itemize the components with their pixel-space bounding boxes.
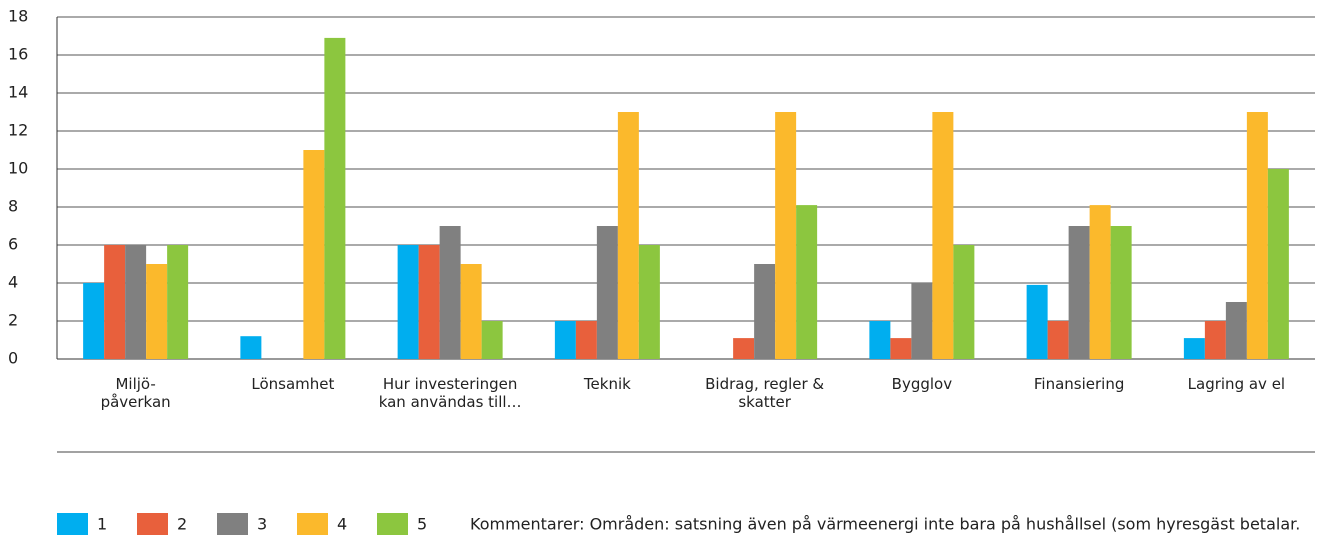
bar xyxy=(554,321,576,359)
bar xyxy=(303,150,325,359)
bar xyxy=(1110,226,1132,359)
bar xyxy=(1267,169,1289,359)
y-tick-label: 12 xyxy=(8,121,28,140)
x-tick-label: Teknik xyxy=(583,375,631,393)
bar xyxy=(146,264,168,359)
legend-swatch xyxy=(297,513,328,535)
bar xyxy=(911,283,933,359)
x-tick-label: Bygglov xyxy=(891,375,953,393)
y-tick-label: 14 xyxy=(8,83,28,102)
bar xyxy=(324,37,346,360)
x-tick-label: Hur investeringen kan användas till… xyxy=(378,375,522,411)
bar xyxy=(575,321,597,359)
y-tick-label: 2 xyxy=(8,311,18,330)
y-tick-label: 4 xyxy=(8,273,18,292)
bar xyxy=(1089,205,1111,359)
x-tick-label: Miljö- påverkan xyxy=(100,375,171,411)
bar xyxy=(1183,338,1205,359)
x-tick-label: Lönsamhet xyxy=(251,375,335,393)
bar xyxy=(1225,302,1247,359)
bar xyxy=(1047,321,1069,359)
bar xyxy=(418,245,440,359)
bar xyxy=(104,245,126,359)
legend-swatch xyxy=(377,513,408,535)
legend-label: 3 xyxy=(257,515,267,534)
legend-label: 2 xyxy=(177,515,187,534)
legend-label: 4 xyxy=(337,515,347,534)
bar xyxy=(397,245,419,359)
legend-label: 1 xyxy=(97,515,107,534)
bar xyxy=(460,264,482,359)
x-tick-label: Lagring av el xyxy=(1187,375,1286,393)
y-tick-label: 18 xyxy=(8,7,28,26)
bar xyxy=(167,245,189,359)
bar xyxy=(439,226,461,359)
bar xyxy=(796,205,818,359)
bar xyxy=(617,112,639,359)
bar xyxy=(240,336,262,359)
bar xyxy=(1204,321,1226,359)
legend-swatch xyxy=(137,513,168,535)
bar xyxy=(953,245,975,359)
bar xyxy=(869,321,891,359)
x-tick-label: Finansiering xyxy=(1033,375,1125,393)
bar xyxy=(596,226,618,359)
y-tick-label: 16 xyxy=(8,45,28,64)
annotation: Kommentarer: Områden: satsning även på v… xyxy=(470,515,1300,534)
bar xyxy=(1068,226,1090,359)
bar xyxy=(125,245,147,359)
bar xyxy=(481,321,503,359)
bar xyxy=(754,264,776,359)
bar xyxy=(733,338,755,359)
y-tick-label: 10 xyxy=(8,159,28,178)
legend-label: 5 xyxy=(417,515,427,534)
bar xyxy=(1246,112,1268,359)
bar xyxy=(775,112,797,359)
x-tick-label: Bidrag, regler & skatter xyxy=(705,375,825,411)
bar xyxy=(638,245,660,359)
bar xyxy=(83,283,105,359)
y-tick-label: 0 xyxy=(8,349,18,368)
legend-swatch xyxy=(217,513,248,535)
legend-swatch xyxy=(57,513,88,535)
bar xyxy=(932,112,954,359)
y-tick-label: 8 xyxy=(8,197,18,216)
y-tick-label: 6 xyxy=(8,235,18,254)
bar xyxy=(1026,284,1048,359)
bar xyxy=(890,338,912,359)
